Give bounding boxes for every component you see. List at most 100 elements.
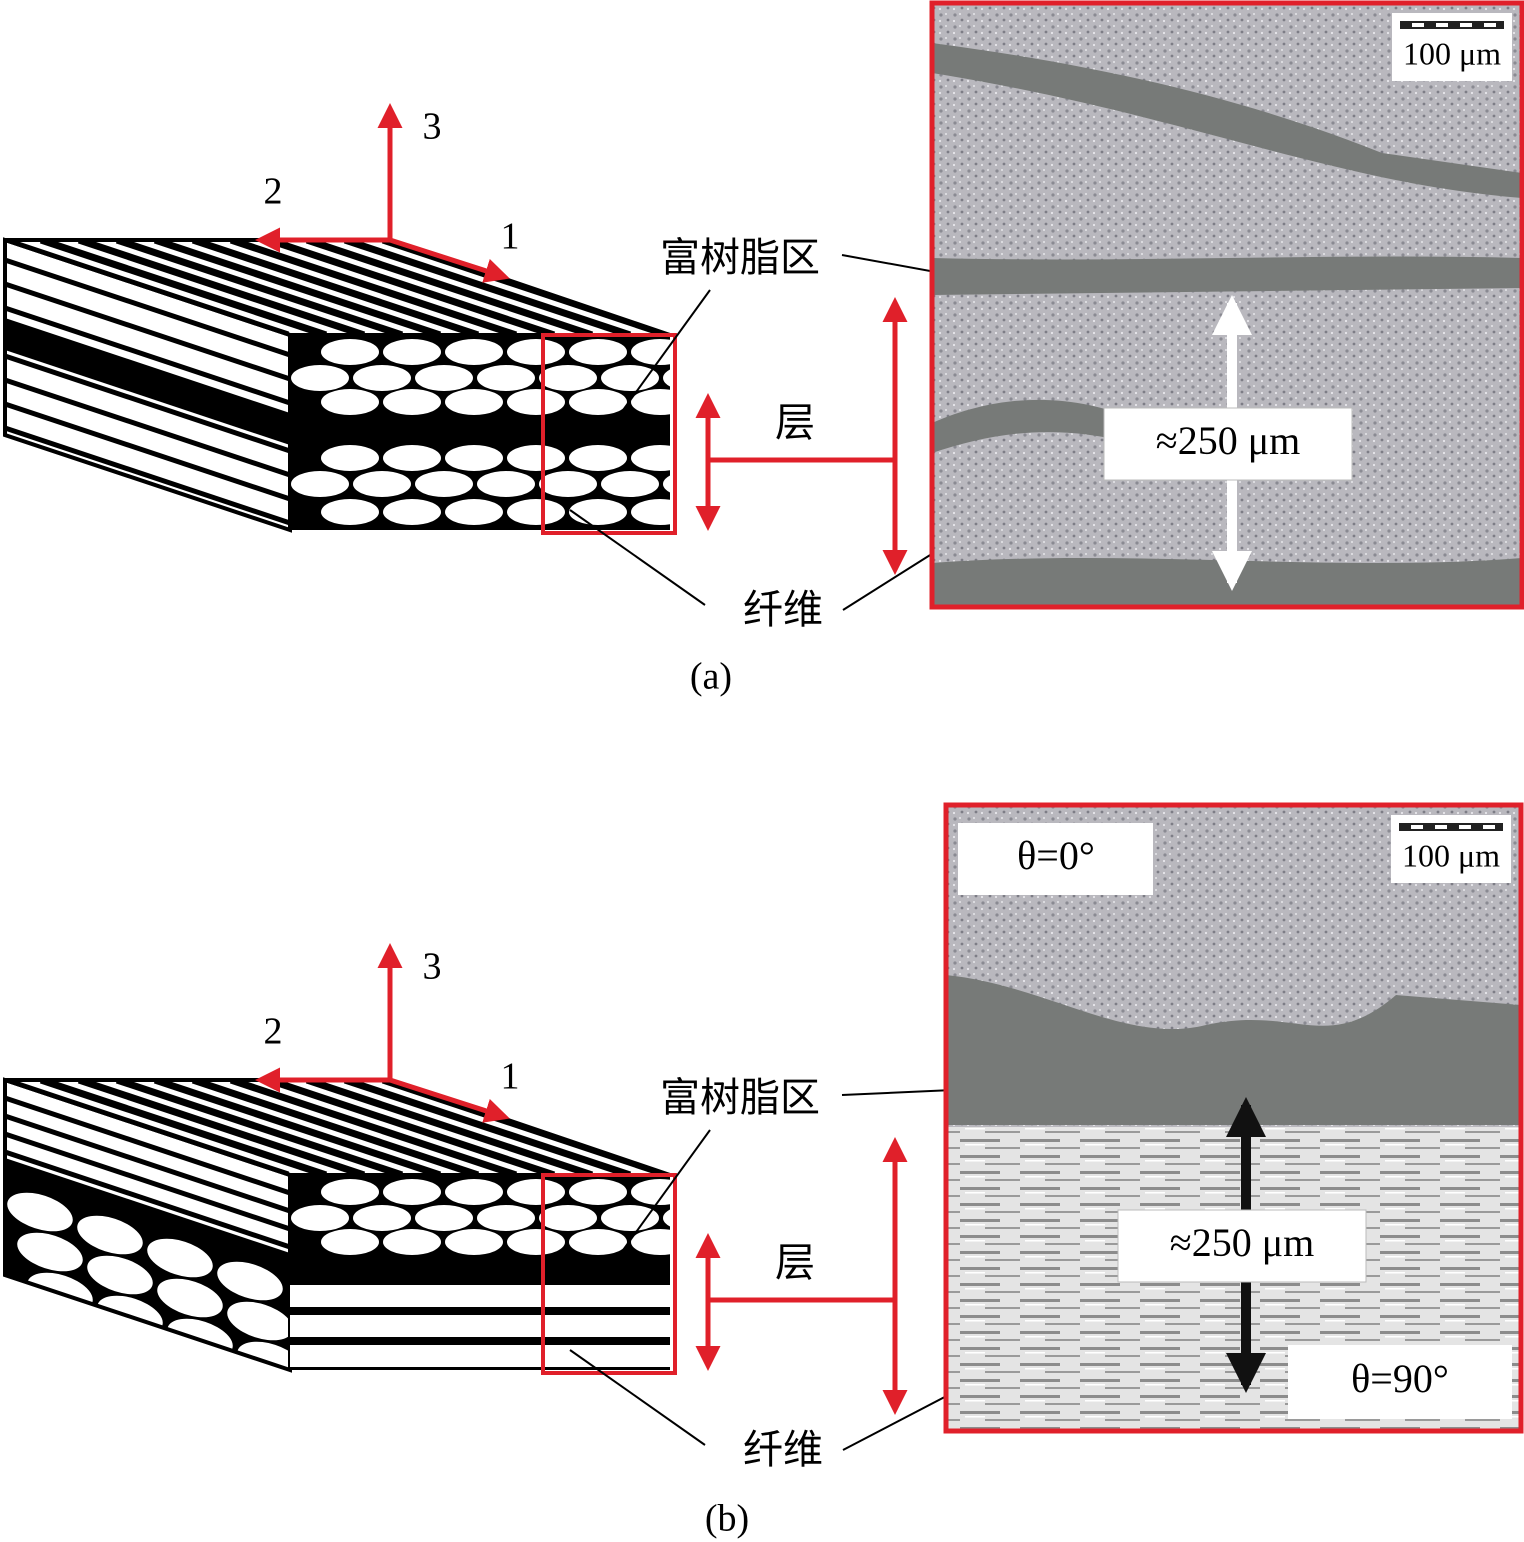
fiber (383, 1179, 441, 1205)
fiber (539, 471, 597, 497)
fiber (631, 389, 670, 415)
fiber (539, 1205, 597, 1231)
fiber (321, 445, 379, 471)
micrograph: 100 μm ≈250 μm (929, 0, 1524, 610)
axis-1 (389, 237, 510, 283)
stripe (5, 1131, 290, 1232)
stripe (229, 1080, 518, 1175)
stripe (191, 240, 480, 335)
leader (569, 1349, 706, 1446)
caption: (a) (690, 656, 732, 698)
front-pattern (291, 339, 751, 525)
scale-tick (1411, 825, 1423, 829)
stripe (267, 1080, 556, 1175)
fiber (227, 1301, 290, 1341)
stripe (153, 240, 442, 335)
stripe (77, 240, 366, 335)
fiber (477, 1205, 535, 1231)
resin-region (946, 975, 1521, 1125)
fiber (663, 365, 670, 391)
leader (569, 509, 706, 606)
scale-tick (1460, 23, 1472, 27)
axis-label: 3 (423, 946, 442, 988)
micrograph-border (943, 802, 1524, 1434)
layer-label: 层 (775, 1240, 815, 1286)
stripe (191, 1080, 480, 1175)
stripe (5, 257, 290, 358)
fiber-layer (290, 1315, 670, 1337)
fiber-label: 纤维 (743, 587, 823, 633)
stripe (5, 1113, 290, 1214)
thickness-box (1103, 407, 1353, 481)
fiber (353, 365, 411, 391)
resin-region (932, 399, 1132, 453)
scale-tick (1436, 23, 1448, 27)
stripe (343, 1080, 632, 1175)
micrograph: 100 μm ≈250 μm θ=0° θ=90° (943, 802, 1524, 1434)
fiber (415, 1205, 473, 1231)
fiber (237, 1341, 290, 1370)
resin-label: 富树脂区 (660, 235, 820, 281)
fiber (631, 1179, 670, 1205)
fiber (445, 1179, 503, 1205)
fiber (147, 1238, 213, 1278)
fiber (321, 389, 379, 415)
stripe (305, 1080, 594, 1175)
fiber-label: 纤维 (743, 1427, 823, 1473)
fiber (693, 1179, 751, 1205)
fiber (631, 445, 670, 471)
angle-label: θ=0° (1017, 833, 1095, 878)
stripe (229, 240, 518, 335)
side-pattern (5, 257, 290, 526)
scale-tick (1435, 825, 1447, 829)
fiber (507, 445, 565, 471)
fiber-layer (290, 1345, 670, 1367)
fiber (601, 1205, 659, 1231)
fiber (415, 471, 473, 497)
fiber (477, 365, 535, 391)
fiber (383, 339, 441, 365)
focus-box (541, 1173, 677, 1375)
fiber (569, 339, 627, 365)
thickness-label: ≈250 μm (1170, 1220, 1315, 1265)
fiber (507, 499, 565, 525)
fiber (569, 499, 627, 525)
fiber (445, 389, 503, 415)
micrograph-border (929, 0, 1524, 610)
axis-label: 1 (501, 216, 520, 258)
fiber (87, 1255, 153, 1295)
stripe (5, 305, 290, 406)
fiber (445, 1229, 503, 1255)
front-pattern (290, 1179, 751, 1367)
leader (604, 289, 711, 436)
fiber (17, 1232, 83, 1272)
fiber (539, 365, 597, 391)
fiber (507, 339, 565, 365)
fiber (7, 1192, 73, 1232)
fiber (601, 365, 659, 391)
axis-label: 2 (264, 1011, 283, 1053)
fiber (445, 339, 503, 365)
fiber (291, 365, 349, 391)
side-pattern (5, 1095, 290, 1370)
fiber (383, 499, 441, 525)
stripe (115, 240, 404, 335)
scale-bar (1399, 823, 1503, 831)
stripe (5, 281, 290, 382)
stripe (153, 1080, 442, 1175)
resin-region (932, 256, 1522, 295)
axis-label: 1 (501, 1056, 520, 1098)
thickness-box (1117, 1209, 1367, 1283)
fiber (507, 389, 565, 415)
caption: (b) (705, 1498, 749, 1540)
resin-band (5, 318, 290, 445)
resin-region (932, 43, 1522, 198)
scale-bar (1400, 21, 1504, 29)
stripe (5, 377, 290, 478)
fiber (693, 499, 751, 525)
stripe (305, 240, 594, 335)
scale-tick (1484, 23, 1496, 27)
fiber (477, 471, 535, 497)
